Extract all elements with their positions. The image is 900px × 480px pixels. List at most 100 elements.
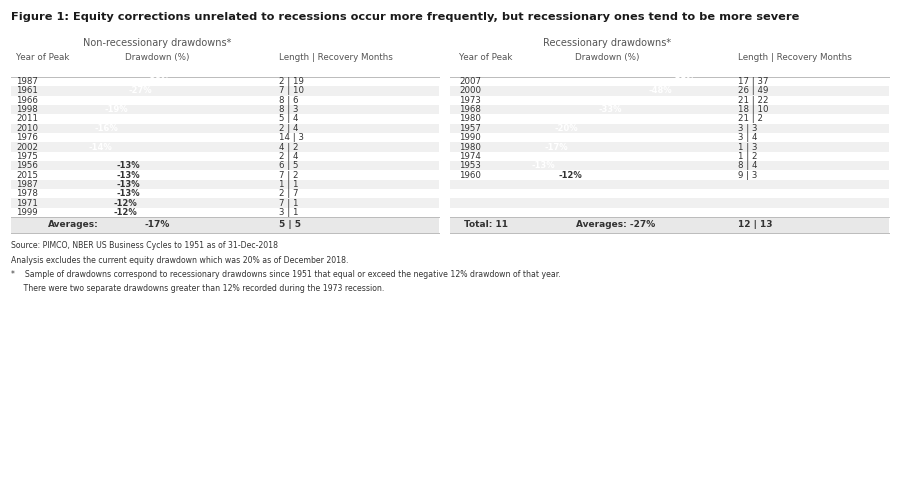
Bar (450, 77, 889, 86)
Text: -55%: -55% (672, 77, 696, 86)
Text: -13%: -13% (531, 161, 554, 170)
Text: 1 | 3: 1 | 3 (738, 143, 758, 152)
Text: Length | Recovery Months: Length | Recovery Months (279, 53, 393, 62)
Text: Total: 11: Total: 11 (464, 220, 508, 229)
Text: 1980: 1980 (459, 143, 481, 152)
Text: 17 | 37: 17 | 37 (738, 77, 769, 86)
Text: Averages:: Averages: (48, 220, 98, 229)
Text: *    Sample of drawdowns correspond to recessionary drawdowns since 1951 that eq: * Sample of drawdowns correspond to rece… (11, 270, 561, 279)
Text: 1978: 1978 (16, 189, 38, 198)
Bar (11, 105, 439, 114)
Bar (450, 217, 889, 233)
Text: 2007: 2007 (459, 77, 481, 86)
Text: 2015: 2015 (16, 170, 38, 180)
Text: 8 | 4: 8 | 4 (738, 161, 758, 170)
Text: 2010: 2010 (16, 124, 38, 133)
Text: 7 | 2: 7 | 2 (279, 170, 299, 180)
Text: Non-recessionary drawdowns*: Non-recessionary drawdowns* (83, 38, 231, 48)
Text: -12%: -12% (113, 199, 138, 208)
Text: Drawdown (%): Drawdown (%) (125, 53, 189, 62)
Text: 2002: 2002 (16, 143, 38, 152)
Text: 8 | 6: 8 | 6 (279, 96, 299, 105)
Text: -13%: -13% (531, 152, 554, 161)
Text: Recessionary drawdowns*: Recessionary drawdowns* (543, 38, 671, 48)
Bar (11, 124, 439, 133)
Text: 4 | 2: 4 | 2 (279, 143, 299, 152)
Text: -13%: -13% (117, 189, 140, 198)
Bar (450, 199, 889, 208)
Text: Year of Peak: Year of Peak (16, 53, 69, 62)
Text: 26 | 49: 26 | 49 (738, 86, 769, 96)
Bar (11, 96, 439, 105)
Text: 7 | 1: 7 | 1 (279, 199, 299, 208)
Text: -17%: -17% (144, 220, 170, 229)
Text: 1976: 1976 (16, 133, 38, 142)
Bar (11, 189, 439, 199)
Text: 12 | 13: 12 | 13 (738, 220, 772, 229)
Text: 1957: 1957 (459, 124, 481, 133)
Text: 1 | 2: 1 | 2 (738, 152, 758, 161)
Text: 7 | 10: 7 | 10 (279, 86, 304, 96)
Text: 1960: 1960 (459, 170, 481, 180)
Text: 1968: 1968 (459, 105, 481, 114)
Text: -19%: -19% (552, 133, 575, 142)
Text: 9 | 3: 9 | 3 (738, 170, 758, 180)
Text: 1975: 1975 (16, 152, 38, 161)
Text: 1987: 1987 (16, 180, 38, 189)
Bar (450, 170, 889, 180)
Bar (450, 180, 889, 189)
Text: Year of Peak: Year of Peak (459, 53, 512, 62)
Text: -12%: -12% (559, 170, 582, 180)
Text: 1956: 1956 (16, 161, 38, 170)
Bar (11, 86, 439, 96)
Text: 5 | 5: 5 | 5 (279, 220, 301, 229)
Text: -48%: -48% (649, 86, 672, 96)
Bar (450, 86, 889, 96)
Text: -16%: -16% (94, 124, 119, 133)
Bar (11, 77, 439, 86)
Text: 2011: 2011 (16, 114, 38, 123)
Text: 3 | 3: 3 | 3 (738, 124, 758, 133)
Text: -17%: -17% (544, 143, 568, 152)
Bar (450, 208, 889, 217)
Text: Drawdown (%): Drawdown (%) (575, 53, 639, 62)
Text: 1974: 1974 (459, 152, 481, 161)
Text: 1961: 1961 (16, 86, 38, 96)
Text: 1971: 1971 (16, 199, 38, 208)
Text: Analysis excludes the current equity drawdown which was 20% as of December 2018.: Analysis excludes the current equity dra… (11, 256, 348, 264)
Text: 18 | 10: 18 | 10 (738, 105, 769, 114)
Text: -20%: -20% (554, 124, 579, 133)
Text: -33%: -33% (598, 105, 622, 114)
Bar (450, 189, 889, 199)
Bar (11, 217, 439, 233)
Bar (450, 105, 889, 114)
Text: 6 | 5: 6 | 5 (279, 161, 299, 170)
Bar (11, 170, 439, 180)
Bar (11, 114, 439, 124)
Text: -13%: -13% (117, 180, 140, 189)
Text: 1 | 1: 1 | 1 (279, 180, 299, 189)
Text: 21 | 2: 21 | 2 (738, 114, 763, 123)
Text: -19%: -19% (104, 105, 128, 114)
Text: 1987: 1987 (16, 77, 38, 86)
Bar (11, 152, 439, 161)
Bar (450, 142, 889, 152)
Text: -19%: -19% (104, 114, 128, 123)
Text: 2000: 2000 (459, 86, 481, 96)
Text: 1980: 1980 (459, 114, 481, 123)
Bar (450, 124, 889, 133)
Text: 1990: 1990 (459, 133, 481, 142)
Text: -20%: -20% (554, 114, 579, 123)
Bar (11, 199, 439, 208)
Text: Length | Recovery Months: Length | Recovery Months (738, 53, 852, 62)
Text: -14%: -14% (89, 133, 112, 142)
Text: -13%: -13% (117, 170, 140, 180)
Text: 2 | 7: 2 | 7 (279, 189, 299, 198)
Bar (450, 161, 889, 170)
Text: 8 | 3: 8 | 3 (279, 105, 299, 114)
Text: Averages: -27%: Averages: -27% (576, 220, 656, 229)
Text: 2 | 19: 2 | 19 (279, 77, 304, 86)
Text: -14%: -14% (89, 143, 112, 152)
Bar (450, 133, 889, 142)
Text: 5 | 4: 5 | 4 (279, 114, 299, 123)
